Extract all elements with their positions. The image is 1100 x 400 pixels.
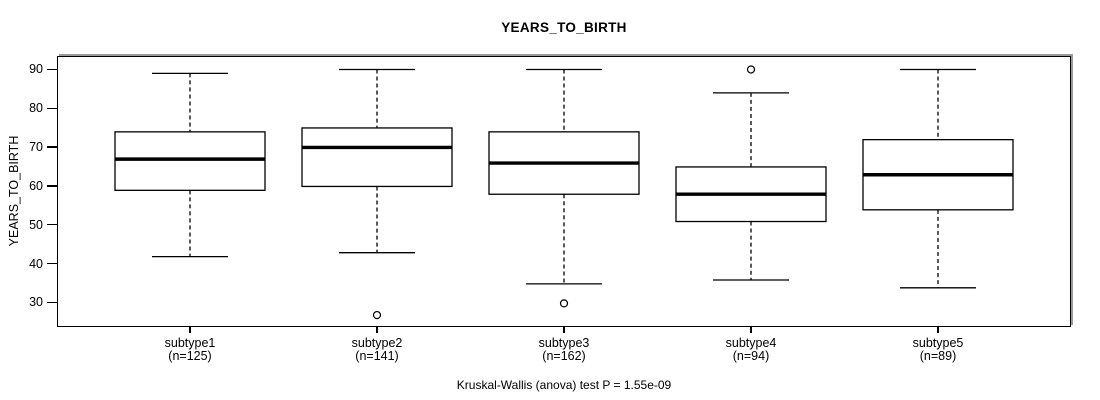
y-tick-mark xyxy=(47,146,57,148)
box-subtype2 xyxy=(301,68,453,320)
x-tick-mark xyxy=(563,326,565,333)
category-n-count: (n=125) xyxy=(168,349,212,363)
category-n-count: (n=94) xyxy=(732,349,770,363)
x-category-label: subtype4 (n=94) xyxy=(661,337,841,363)
y-tick-mark xyxy=(47,68,57,71)
y-tick-mark xyxy=(47,262,57,265)
x-category-label: subtype5 (n=89) xyxy=(848,337,1028,363)
x-category-label: subtype2 (n=141) xyxy=(287,337,467,363)
x-tick-mark xyxy=(376,326,378,333)
y-tick-mark xyxy=(47,224,57,226)
iqr-box xyxy=(114,131,266,191)
box-subtype3 xyxy=(488,68,640,308)
y-tick-label: 50 xyxy=(29,217,43,232)
chart-title: YEARS_TO_BIRTH xyxy=(501,20,627,35)
x-category-label: subtype3 (n=162) xyxy=(474,337,654,363)
y-tick-label: 40 xyxy=(29,256,43,271)
box-subtype5 xyxy=(862,68,1014,289)
category-n-count: (n=141) xyxy=(355,349,399,363)
category-n-count: (n=162) xyxy=(542,349,586,363)
category-name: subtype5 xyxy=(912,336,964,350)
category-name: subtype2 xyxy=(351,336,403,350)
box-subtype4 xyxy=(675,65,827,281)
x-category-label: subtype1 (n=125) xyxy=(100,337,280,363)
iqr-box xyxy=(301,127,453,188)
x-tick-mark xyxy=(189,326,191,333)
x-tick-mark xyxy=(937,326,939,333)
outlier-point xyxy=(372,310,382,320)
outlier-point xyxy=(746,65,756,74)
y-tick-label: 60 xyxy=(29,178,43,193)
y-tick-mark xyxy=(47,185,57,187)
y-tick-label: 90 xyxy=(29,62,43,77)
y-tick-label: 80 xyxy=(29,101,43,116)
category-n-count: (n=89) xyxy=(919,349,957,363)
y-tick-label: 70 xyxy=(29,140,43,155)
outlier-point xyxy=(559,299,569,308)
category-name: subtype4 xyxy=(725,336,777,350)
y-tick-mark xyxy=(47,107,57,109)
y-tick-mark xyxy=(47,301,57,304)
x-tick-mark xyxy=(750,326,752,333)
stat-test-footnote: Kruskal-Wallis (anova) test P = 1.55e-09 xyxy=(456,378,672,392)
boxplot-canvas xyxy=(114,65,1014,320)
box-subtype1 xyxy=(114,72,266,258)
category-name: subtype3 xyxy=(538,336,590,350)
plot-area xyxy=(57,56,1071,327)
y-tick-label: 30 xyxy=(29,295,43,310)
category-name: subtype1 xyxy=(164,336,216,350)
